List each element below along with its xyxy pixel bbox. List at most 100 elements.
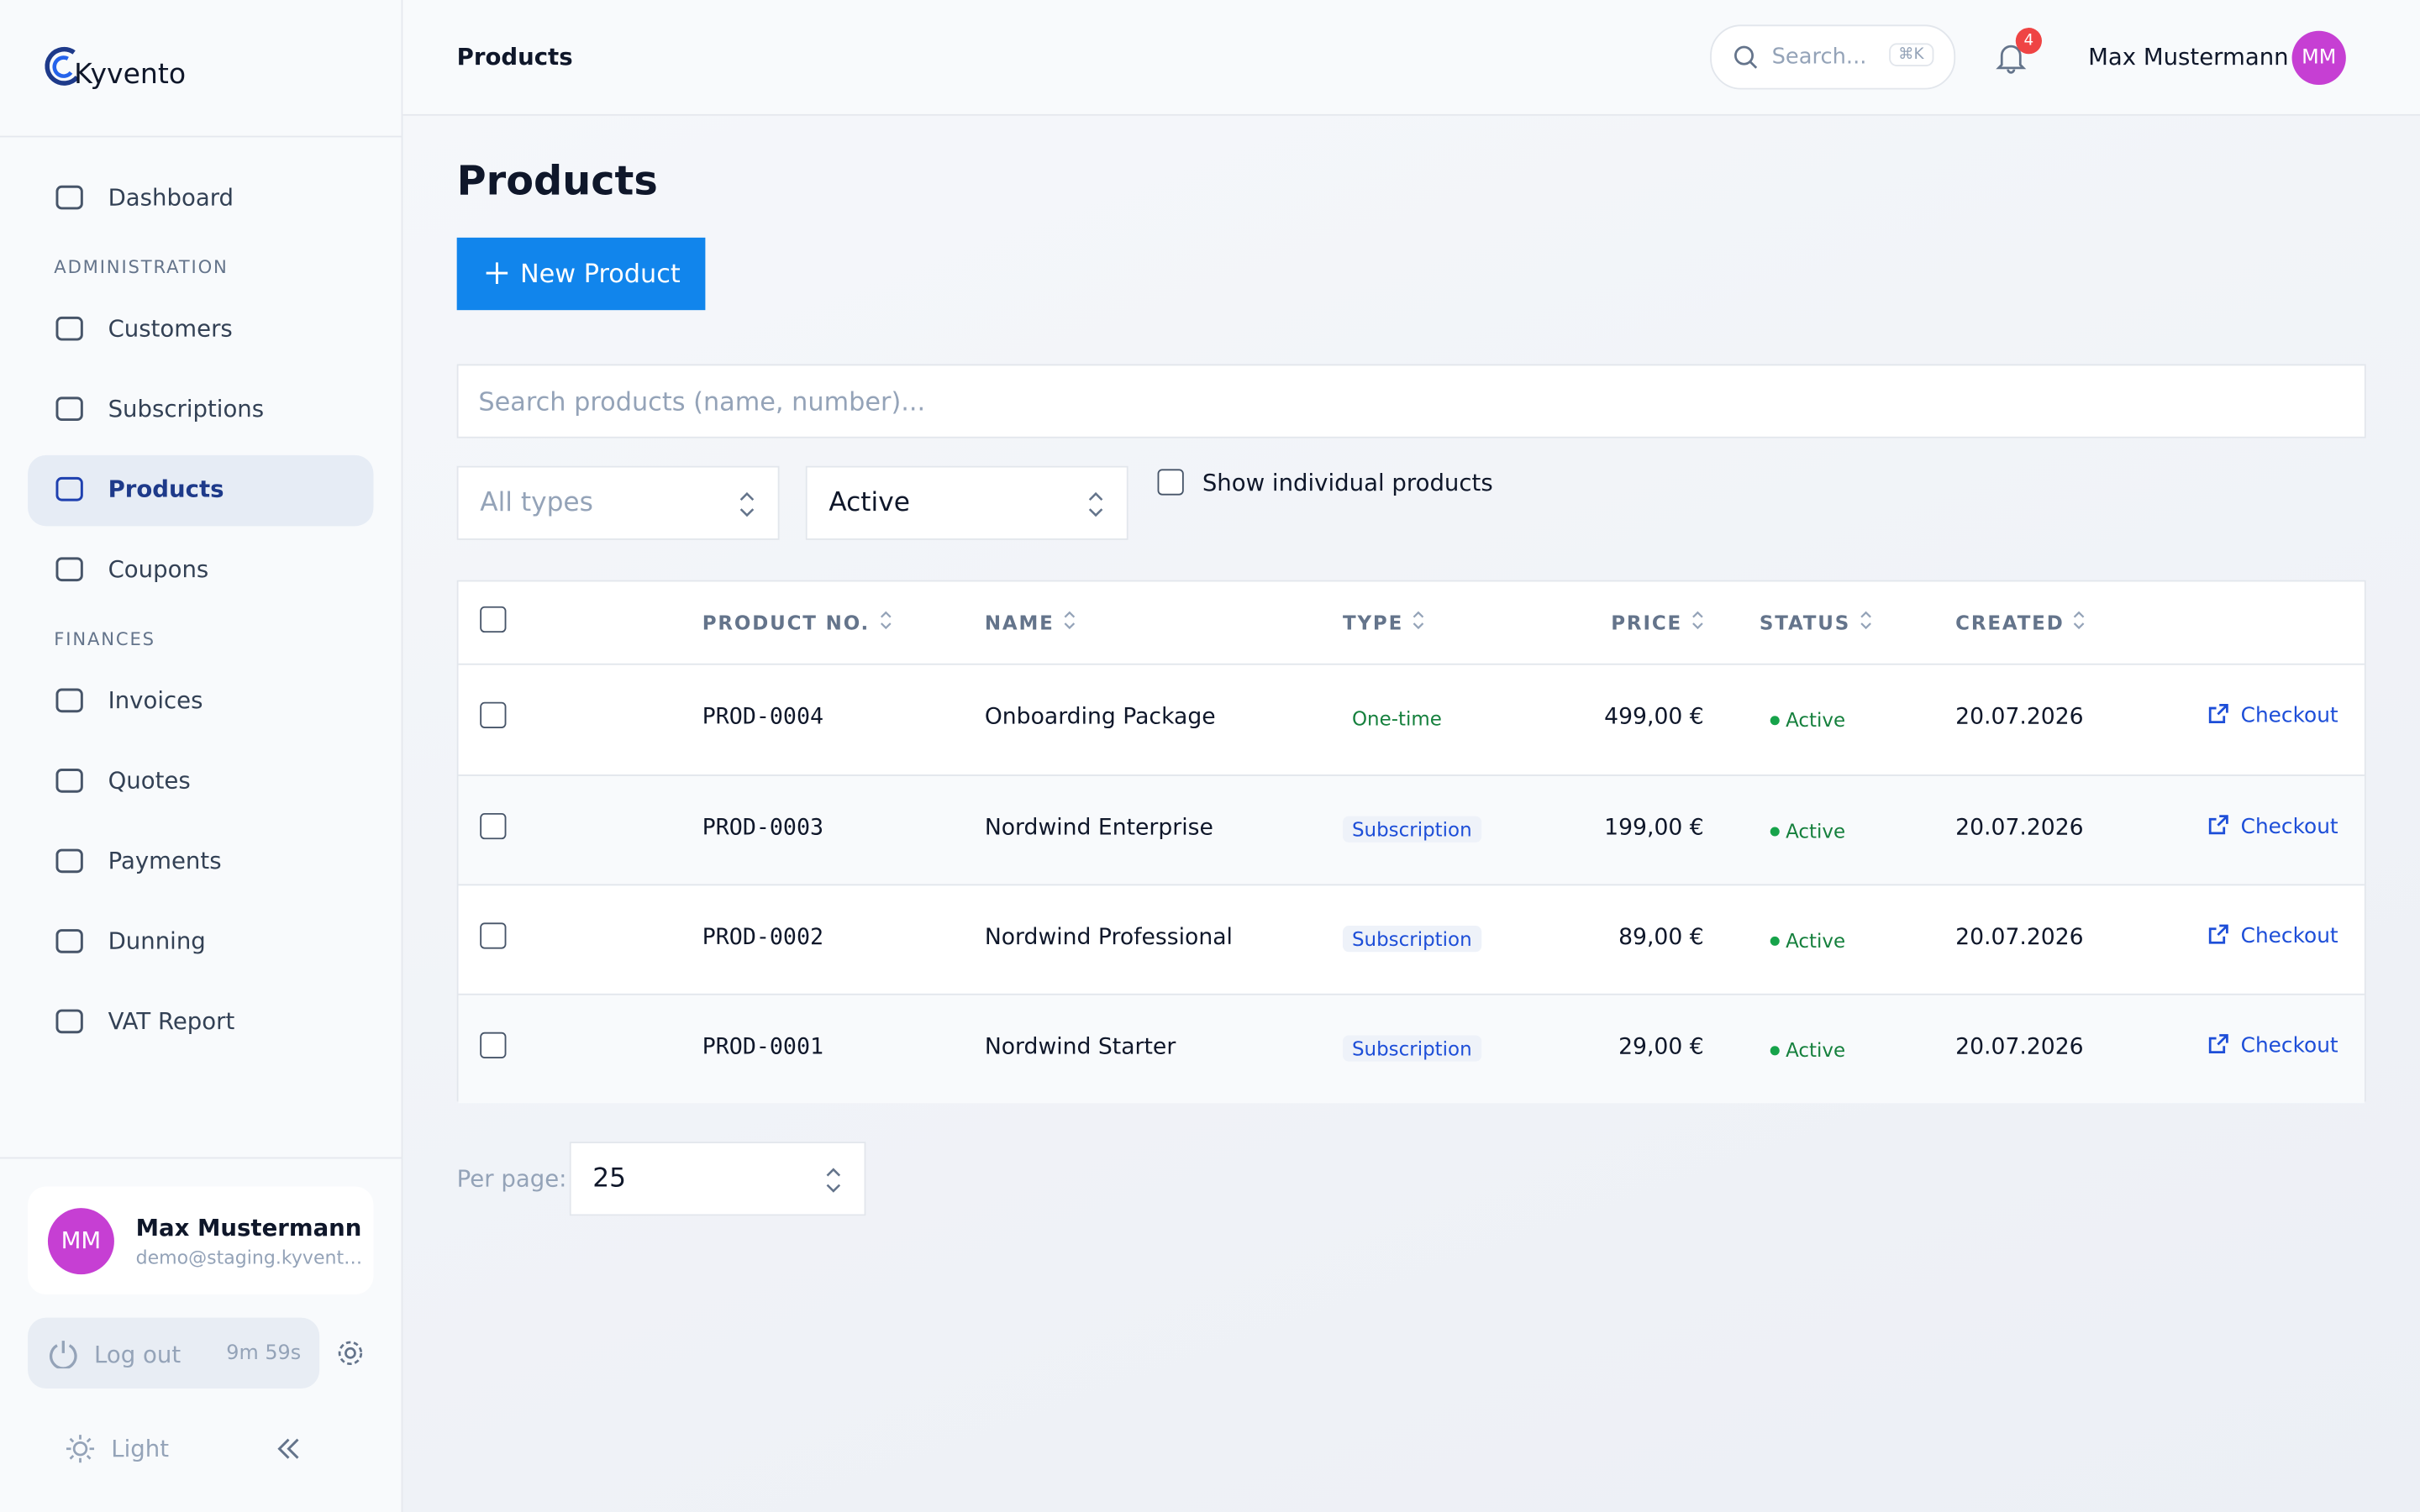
select-all[interactable]: [480, 606, 507, 633]
nav-item[interactable]: Invoices: [28, 666, 373, 737]
nav-icon: [55, 557, 83, 582]
header-avatar[interactable]: MM: [2291, 30, 2346, 86]
global-search[interactable]: Search... ⌘K: [1710, 24, 1956, 90]
column-label: NAME: [984, 611, 1055, 634]
checkout-link[interactable]: Checkout: [2207, 922, 2338, 949]
nav-label: Customers: [108, 314, 233, 343]
nav-label: Products: [108, 475, 224, 503]
table-header: PRODUCT NO. NAME TYPE PRICE STATUS CREATED: [458, 581, 2365, 665]
table-row: PROD-0002 Nordwind Professional Subscripti…: [458, 884, 2365, 993]
new-product-button[interactable]: New Product: [456, 237, 706, 311]
nav-item[interactable]: Coupons: [28, 535, 373, 606]
session-timer: 9m 59s: [226, 1341, 302, 1366]
settings-icon[interactable]: [336, 1339, 364, 1367]
sun-icon: [66, 1435, 95, 1463]
column-header[interactable]: NAME: [985, 611, 1076, 634]
nav-icon: [55, 185, 83, 210]
column-header[interactable]: STATUS: [1760, 611, 1872, 634]
column-header[interactable]: PRICE: [1611, 611, 1703, 634]
nav-item[interactable]: Payments: [28, 827, 373, 897]
created: 20.07.2026: [1955, 705, 2084, 730]
column-header[interactable]: CREATED: [1955, 611, 2086, 634]
nav-item[interactable]: Subscriptions: [28, 375, 373, 445]
row-checkbox[interactable]: [480, 812, 507, 840]
nav-item[interactable]: VAT Report: [28, 988, 373, 1058]
sort-icon: [880, 611, 891, 630]
status: Active: [1786, 708, 1846, 732]
products-table: PRODUCT NO. NAME TYPE PRICE STATUS CREATED PRO…: [456, 580, 2366, 1104]
per-page-value: 25: [592, 1163, 627, 1194]
bell-icon[interactable]: [1994, 40, 2028, 74]
search-icon: [1734, 45, 1758, 69]
nav-label: Quotes: [108, 766, 191, 795]
nav-item[interactable]: Customers: [28, 295, 373, 365]
individual-checkbox[interactable]: [1157, 469, 1184, 496]
filter-select[interactable]: Active: [805, 465, 1128, 540]
nav-item[interactable]: Quotes: [28, 747, 373, 817]
sort-icon: [1860, 611, 1871, 630]
checkout-link[interactable]: Checkout: [2207, 702, 2338, 728]
checkout-label: Checkout: [2240, 1033, 2338, 1059]
checkout-label: Checkout: [2240, 814, 2338, 840]
checkout-link[interactable]: Checkout: [2207, 1032, 2338, 1058]
user-name: Max Mustermann: [135, 1214, 362, 1242]
logout-button[interactable]: Log out 9m 59s: [28, 1317, 320, 1389]
nav-label: Coupons: [108, 555, 209, 584]
column-header[interactable]: TYPE: [1343, 611, 1425, 634]
nav-icon: [55, 316, 83, 341]
status-dot: [1770, 936, 1780, 946]
filter-select[interactable]: All types: [456, 465, 780, 540]
status-dot: [1770, 827, 1780, 837]
price: 199,00 €: [1604, 816, 1704, 842]
external-icon: [2208, 815, 2228, 835]
chevrons: [1088, 491, 1103, 517]
theme-toggle[interactable]: Light: [111, 1435, 170, 1463]
new-product-label: New Product: [519, 259, 681, 289]
sidebar: Kyvento Dashboard ADMINISTRATION Customers…: [0, 0, 403, 1512]
price: 499,00 €: [1604, 705, 1704, 730]
column-header[interactable]: PRODUCT NO.: [702, 611, 892, 634]
nav-label: VAT Report: [108, 1007, 235, 1036]
logout-label: Log out: [94, 1341, 182, 1369]
row-checkbox[interactable]: [480, 922, 507, 949]
nav-item[interactable]: Products: [28, 454, 374, 527]
created: 20.07.2026: [1955, 816, 2084, 842]
checkout-link[interactable]: Checkout: [2207, 813, 2338, 839]
chevrons: [739, 491, 755, 517]
nav-label: Subscriptions: [108, 395, 265, 423]
external-icon: [2208, 704, 2228, 723]
product-name: Nordwind Starter: [984, 1035, 1176, 1060]
avatar: MM: [47, 1208, 114, 1275]
type-badge: Subscription: [1342, 816, 1481, 843]
row-checkbox[interactable]: [480, 701, 507, 728]
nav-icon: [55, 1009, 83, 1034]
column-label: CREATED: [1955, 611, 2065, 634]
nav-label: Dunning: [108, 927, 206, 955]
table-row: PROD-0001 Nordwind Starter Subscription 29,…: [458, 993, 2365, 1104]
collapse-icon[interactable]: [276, 1436, 301, 1461]
filter-value: Active: [829, 487, 910, 519]
price: 89,00 €: [1618, 926, 1704, 951]
per-page-select[interactable]: 25: [569, 1142, 866, 1216]
column-label: STATUS: [1759, 611, 1851, 634]
nav-icon: [55, 476, 83, 501]
product-search[interactable]: Search products (name, number)...: [456, 364, 2366, 438]
status-dot: [1770, 716, 1780, 726]
external-icon: [2208, 1034, 2228, 1054]
checkout-label: Checkout: [2240, 924, 2338, 949]
status-dot: [1770, 1046, 1780, 1056]
created: 20.07.2026: [1955, 1035, 2084, 1060]
nav-icon: [55, 848, 83, 874]
user-card[interactable]: MM Max Mustermann demo@staging.kyvent…: [28, 1186, 374, 1295]
chevrons: [826, 1168, 841, 1193]
filter-value: All types: [480, 487, 593, 519]
type-badge: Subscription: [1342, 926, 1481, 953]
nav-item[interactable]: Dashboard: [28, 164, 373, 234]
individual-label: Show individual products: [1202, 469, 1493, 497]
product-number: PROD-0004: [702, 705, 824, 730]
product-name: Nordwind Enterprise: [984, 816, 1213, 842]
header-user-name[interactable]: Max Mustermann: [2088, 43, 2289, 71]
nav-item[interactable]: Dunning: [28, 907, 373, 978]
row-checkbox[interactable]: [480, 1032, 507, 1059]
